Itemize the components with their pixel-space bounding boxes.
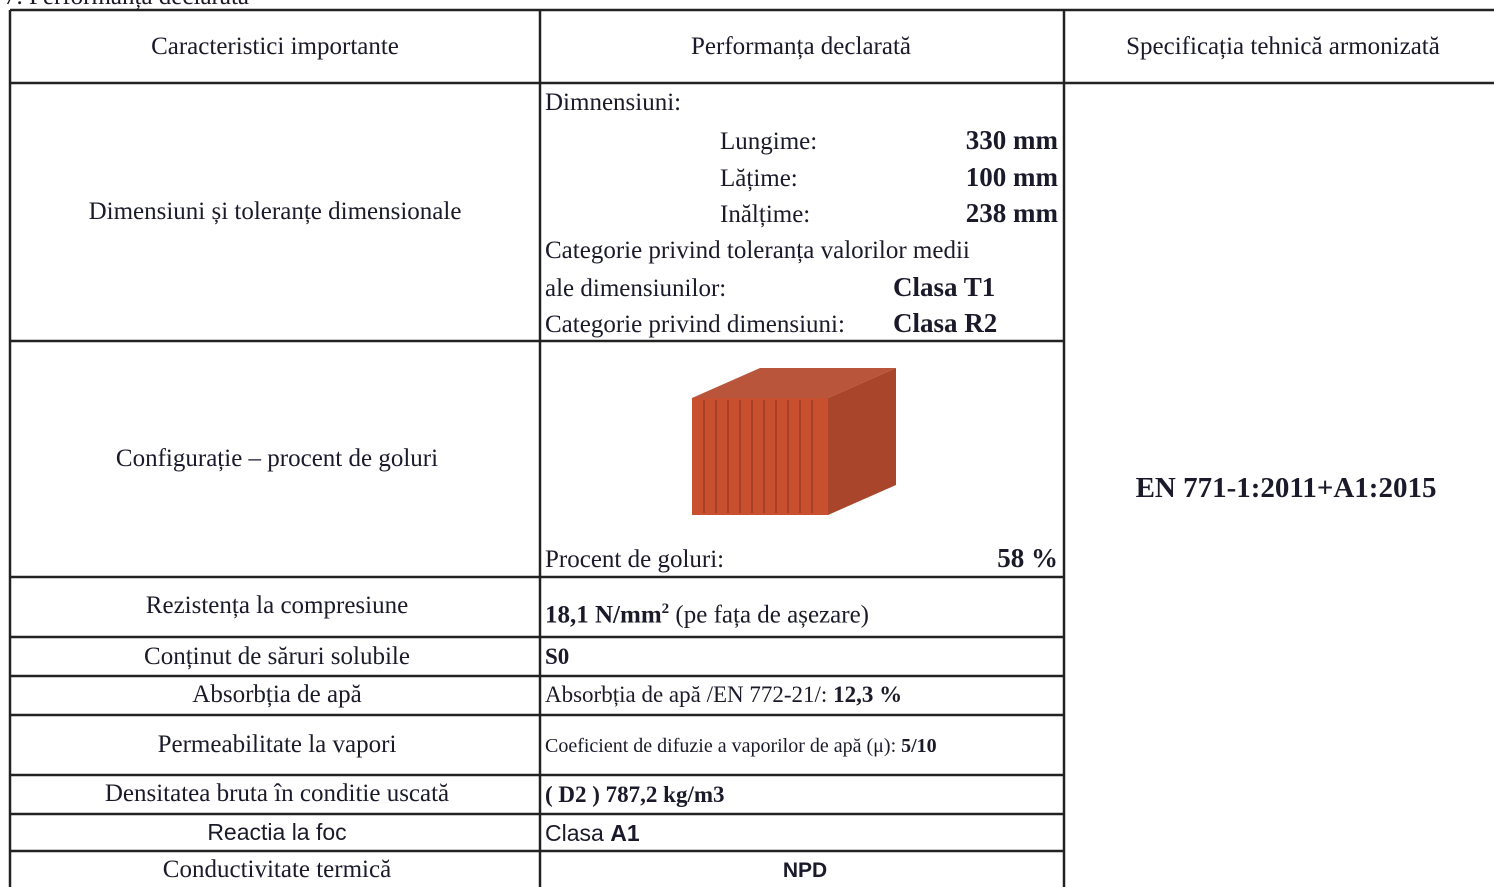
compression-value: 18,1 N/mm2 (pe fața de așezare) (545, 594, 869, 630)
characteristic: Dimensiuni și toleranțe dimensionale (88, 198, 462, 225)
value: 12,3 % (833, 682, 903, 707)
voids-value: 58 % (997, 543, 1058, 573)
dim-value: 238 mm (965, 198, 1058, 228)
dim-label: Lungime: (720, 128, 818, 155)
absorption-value: Absorbția de apă /EN 772-21/: 12,3 % (545, 680, 902, 710)
density-value: ( D2 ) 787,2 kg/m3 (545, 782, 725, 807)
header: Performanța declarată (690, 33, 912, 60)
characteristic: Permeabilitate la vapori (157, 731, 397, 758)
characteristic: Reactia la foc (207, 819, 347, 845)
brick-image (692, 368, 896, 515)
dimension-label: Categorie privind dimensiuni: (545, 311, 845, 338)
dim-value: 330 mm (965, 125, 1058, 155)
characteristic: Configurație – procent de goluri (115, 445, 439, 472)
characteristic: Rezistența la compresiune (145, 592, 409, 619)
specification: EN 771-1:2011+A1:2015 (1135, 472, 1437, 504)
characteristic: Densitatea bruta în conditie uscată (104, 780, 450, 807)
value: 18,1 N/mm (545, 601, 662, 629)
header: Caracteristici importante (151, 33, 399, 60)
characteristic: Conductivitate termică (162, 856, 392, 883)
value: 5/10 (901, 735, 937, 757)
dim-label: Inălțime: (720, 201, 811, 228)
superscript: 2 (661, 601, 670, 617)
tolerance-class: Clasa T1 (893, 272, 996, 302)
salts-value: S0 (545, 644, 570, 669)
header: Specificația tehnică armonizată (1126, 33, 1440, 60)
label: Coeficient de difuzie a vaporilor de apă… (545, 735, 897, 757)
thermal-value: NPD (782, 859, 828, 882)
note: (pe fața de așezare) (675, 601, 869, 629)
tolerance-text: Categorie privind toleranța valorilor me… (545, 237, 970, 264)
label: Absorbția de apă /EN 772-21/: (545, 682, 828, 707)
heading: Dimnensiuni: (545, 89, 682, 116)
vapour-value: Coeficient de difuzie a vaporilor de apă… (545, 731, 937, 761)
dimension-class: Clasa R2 (893, 308, 998, 338)
characteristic: Absorbția de apă (192, 681, 362, 708)
dim-label: Lățime: (720, 165, 798, 192)
fire-value: Clasa A1 (545, 818, 640, 848)
voids-label: Procent de goluri: (545, 546, 725, 573)
section-title: 7. Performanța declarată (4, 0, 249, 12)
dim-value: 100 mm (965, 162, 1058, 192)
tolerance-text: ale dimensiunilor: (545, 275, 727, 302)
label: Clasa (545, 820, 604, 846)
characteristic: Conținut de săruri solubile (144, 643, 410, 670)
value: A1 (610, 820, 640, 846)
